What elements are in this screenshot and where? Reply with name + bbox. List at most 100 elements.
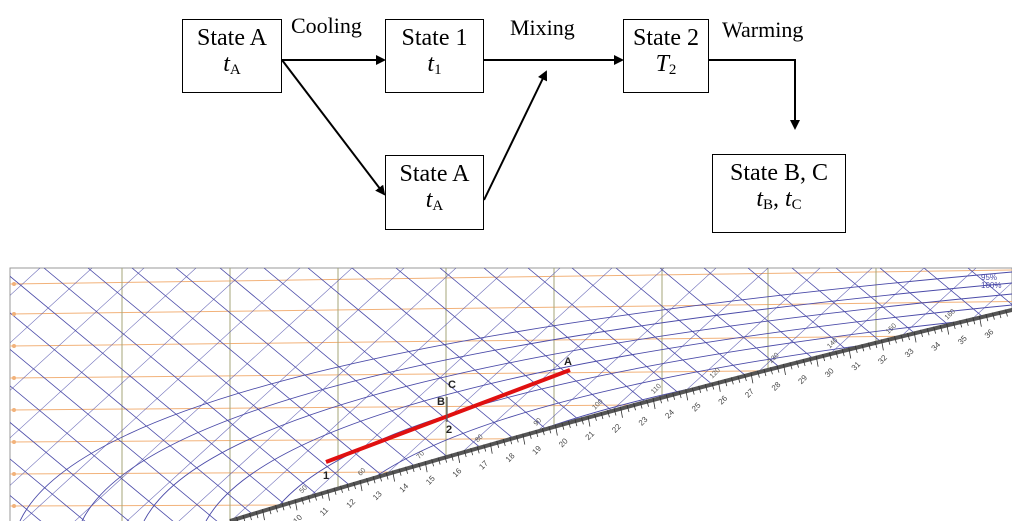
small-number: 50 (298, 484, 309, 495)
scale-tick (952, 321, 956, 330)
state-a-bottom-box: State A tA (385, 155, 484, 230)
humidity-line (10, 334, 1012, 347)
label-cooling: Cooling (291, 13, 362, 38)
scale-tick (554, 424, 558, 436)
scale-tick (372, 476, 376, 484)
arrow-warming (709, 59, 800, 130)
scale-tick (470, 448, 474, 456)
scale-tick (600, 411, 604, 420)
scale-tick (418, 462, 422, 471)
scale-tick (978, 315, 982, 327)
volume-line (10, 268, 93, 344)
scale-tick (509, 437, 513, 445)
humidity-line (10, 301, 1012, 315)
scale-tick (678, 390, 682, 399)
point-label-b: B (437, 396, 445, 408)
enthalpy-line (10, 385, 174, 521)
volume-line (230, 268, 509, 521)
scale-tick (776, 365, 780, 373)
scale-tick (626, 404, 630, 413)
rh-curve (19, 271, 1012, 521)
state-a-top-name: State A (197, 25, 267, 51)
scale-tick (392, 470, 395, 482)
enthalpy-line (10, 275, 306, 521)
scale-tick (333, 487, 337, 495)
scale-tick (281, 503, 285, 511)
small-number: 90 (533, 417, 544, 428)
scale-tick (757, 370, 760, 378)
scale-tick (737, 375, 741, 383)
scale-tick (301, 497, 304, 505)
scale-tick (861, 344, 865, 352)
scale-tick (489, 442, 493, 454)
state-a-top-box: State A tA (182, 19, 282, 93)
left-edge-marker (12, 376, 16, 380)
scale-tick (340, 485, 343, 493)
state-a-bottom-name: State A (399, 161, 470, 187)
scale-tick (835, 350, 839, 358)
scale-tick (946, 323, 950, 335)
scale-tick (613, 408, 617, 416)
scale-tick (646, 399, 649, 407)
scale-tick (385, 472, 389, 480)
scale-tick (698, 385, 702, 394)
scale-tick (528, 431, 532, 439)
scale-tick (926, 328, 930, 336)
scale-tick (327, 489, 330, 501)
left-edge-marker (12, 472, 16, 476)
scale-tick (802, 358, 806, 367)
scale-tick (887, 337, 891, 345)
scale-tick (262, 509, 265, 521)
scale-tick (828, 352, 832, 360)
scale-tick (581, 417, 584, 425)
scale-tick (431, 459, 435, 467)
scale-tick (594, 413, 597, 421)
volume-line (10, 268, 249, 486)
scale-tick (268, 507, 272, 515)
scale-tick (874, 340, 878, 349)
scale-tick (444, 455, 448, 463)
scale-tick (548, 426, 552, 434)
state-2-name: State 2 (633, 25, 699, 51)
scale-tick (920, 329, 923, 337)
rh-curve (205, 304, 1012, 521)
left-edge-marker (12, 312, 16, 316)
scale-tick (587, 415, 591, 427)
scale-tick (659, 396, 662, 404)
scale-tick (457, 451, 461, 463)
enthalpy-line (10, 494, 42, 521)
enthalpy-line (10, 348, 218, 521)
scale-number: 10 (291, 513, 304, 521)
scale-tick (502, 438, 506, 447)
left-edge-marker (12, 408, 16, 412)
scale-tick (965, 318, 969, 326)
scale-tick (867, 342, 871, 350)
volume-line (10, 268, 145, 391)
label-mixing: Mixing (510, 15, 575, 40)
rh-label-100: 100% (981, 281, 1001, 290)
small-number: 70 (416, 450, 427, 461)
scale-tick (607, 410, 610, 418)
arrow-bypass (281, 59, 386, 196)
arrow-a-to-mix (483, 70, 548, 201)
point-label-2: 2 (446, 424, 452, 436)
state-2-box: State 2 T2 (623, 19, 709, 93)
flow-connectors (281, 55, 800, 201)
state-2-temp: T2 (655, 51, 677, 78)
scale-tick (796, 360, 799, 368)
state-a-top-temp: tA (223, 51, 241, 78)
scale-tick (639, 401, 643, 409)
scale-tick (288, 501, 291, 509)
scale-tick (320, 491, 324, 499)
scale-tick (437, 457, 441, 465)
scale-tick (522, 433, 526, 445)
point-label-a: A (564, 356, 572, 368)
small-number: 60 (357, 467, 368, 478)
state-1-name: State 1 (401, 25, 468, 51)
left-edge-marker (12, 344, 16, 348)
left-edge-marker (12, 440, 16, 444)
scale-tick (450, 453, 454, 461)
scale-tick (730, 377, 734, 385)
chart-blank-area (230, 310, 1012, 521)
